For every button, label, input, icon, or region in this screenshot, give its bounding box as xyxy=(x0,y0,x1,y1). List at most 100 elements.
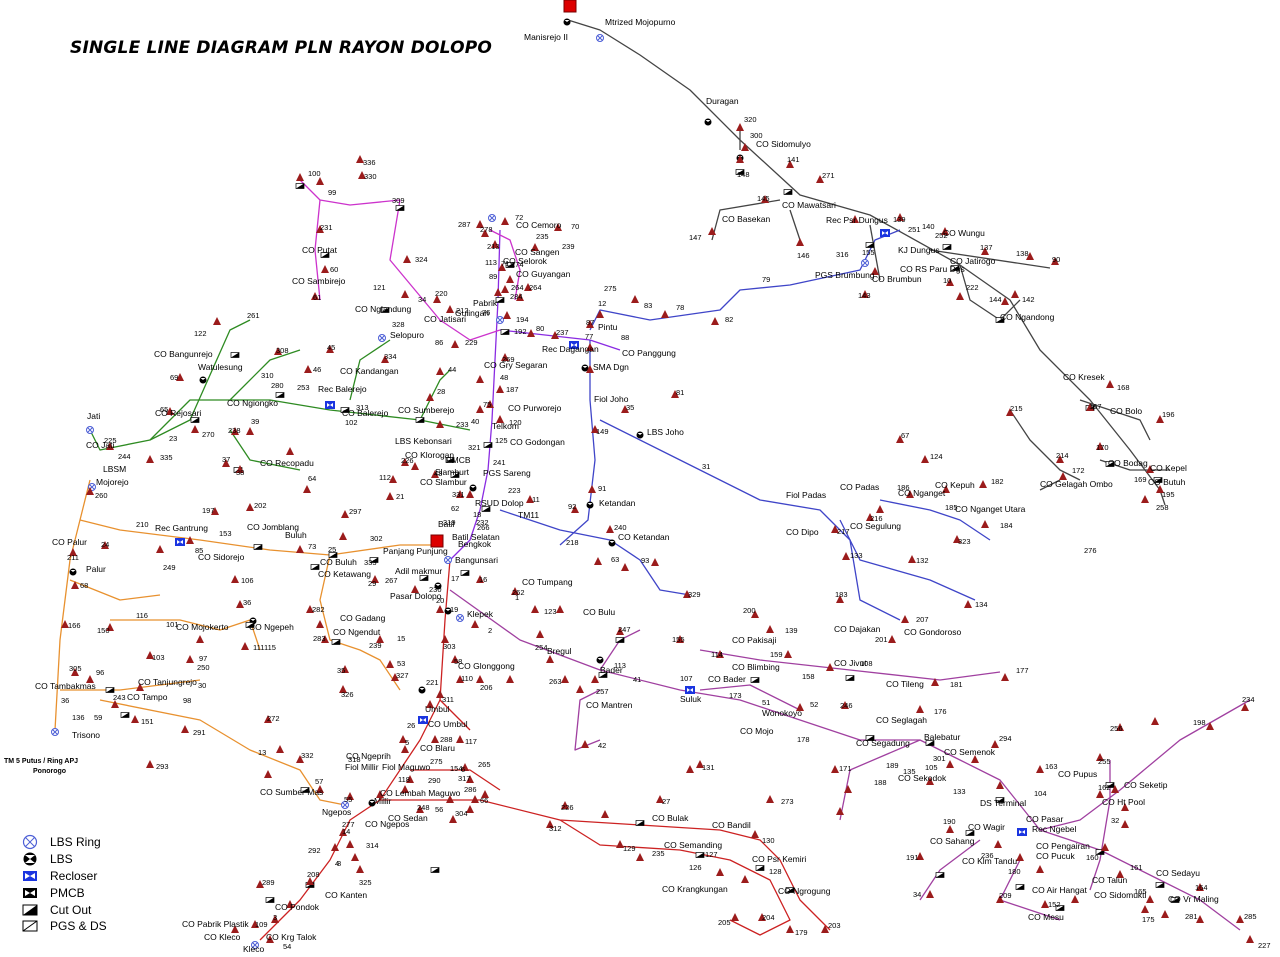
lbs-ring-icon[interactable] xyxy=(488,214,496,222)
lbs-icon[interactable] xyxy=(199,376,207,384)
cut-out-icon[interactable] xyxy=(750,677,760,683)
cut-out-icon[interactable] xyxy=(419,575,429,581)
cut-out-icon[interactable] xyxy=(481,506,491,512)
cut-out-icon[interactable] xyxy=(369,557,379,563)
cut-out-icon[interactable] xyxy=(1105,782,1115,788)
cut-out-icon[interactable] xyxy=(500,329,510,335)
cut-out-icon[interactable] xyxy=(635,820,645,826)
recloser-icon[interactable] xyxy=(685,686,695,694)
recloser-icon[interactable] xyxy=(569,341,579,349)
cut-out-icon[interactable] xyxy=(331,639,341,645)
cut-out-icon[interactable] xyxy=(1170,897,1180,903)
lbs-ring-icon[interactable] xyxy=(861,259,869,267)
lbs-icon[interactable] xyxy=(469,484,477,492)
cut-out-icon[interactable] xyxy=(615,637,625,643)
cut-out-icon[interactable] xyxy=(265,897,275,903)
lbs-ring-icon[interactable] xyxy=(496,316,504,324)
cut-out-icon[interactable] xyxy=(295,183,305,189)
node-label: Trisono xyxy=(72,730,100,740)
cut-out-icon[interactable] xyxy=(505,262,515,268)
cut-out-icon[interactable] xyxy=(1153,477,1163,483)
node-label: CO Kandangan xyxy=(340,366,399,376)
cut-out-icon[interactable] xyxy=(105,687,115,693)
cut-out-icon[interactable] xyxy=(925,740,935,746)
cut-out-icon[interactable] xyxy=(300,787,310,793)
cut-out-icon[interactable] xyxy=(430,867,440,873)
lbs-ring-icon[interactable] xyxy=(251,941,259,949)
node-label: CO Nganget xyxy=(898,488,946,498)
cut-out-icon[interactable] xyxy=(942,244,952,250)
lbs-ring-icon[interactable] xyxy=(86,426,94,434)
transformer-marker xyxy=(331,843,339,851)
cut-out-icon[interactable] xyxy=(783,189,793,195)
cut-out-icon[interactable] xyxy=(445,457,455,463)
cut-out-icon[interactable] xyxy=(695,852,705,858)
cut-out-icon[interactable] xyxy=(275,392,285,398)
cut-out-icon[interactable] xyxy=(495,297,505,303)
cut-out-icon[interactable] xyxy=(935,872,945,878)
cut-out-icon[interactable] xyxy=(450,472,460,478)
node-label: CO Palur xyxy=(52,537,87,547)
recloser-icon[interactable] xyxy=(418,716,428,724)
cut-out-icon[interactable] xyxy=(230,352,240,358)
transformer-marker xyxy=(211,507,219,515)
node-number: 223 xyxy=(508,486,521,495)
node-number: 139 xyxy=(893,215,906,224)
node-label: CO Sahang xyxy=(930,836,975,846)
lbs-ring-icon[interactable] xyxy=(456,614,464,622)
cut-out-icon[interactable] xyxy=(190,417,200,423)
cut-out-icon[interactable] xyxy=(120,712,130,718)
cut-out-icon[interactable] xyxy=(245,622,255,628)
cut-out-icon[interactable] xyxy=(995,797,1005,803)
cut-out-icon[interactable] xyxy=(785,887,795,893)
recloser-icon[interactable] xyxy=(175,538,185,546)
cut-out-icon[interactable] xyxy=(253,544,263,550)
lbs-icon[interactable] xyxy=(586,501,594,509)
cut-out-icon[interactable] xyxy=(950,265,960,271)
cut-out-icon[interactable] xyxy=(598,672,608,678)
cut-out-icon[interactable] xyxy=(755,865,765,871)
cut-out-icon[interactable] xyxy=(395,205,405,211)
cut-out-icon[interactable] xyxy=(310,564,320,570)
recloser-icon[interactable] xyxy=(880,229,890,237)
lbs-ring-icon[interactable] xyxy=(444,556,452,564)
lbs-ring-icon[interactable] xyxy=(596,34,604,42)
lbs-icon[interactable] xyxy=(596,656,604,664)
lbs-icon[interactable] xyxy=(563,18,571,26)
cut-out-icon[interactable] xyxy=(1055,905,1065,911)
lbs-icon[interactable] xyxy=(444,607,452,615)
node-label: CO Sumberejo xyxy=(398,405,454,415)
cut-out-icon[interactable] xyxy=(865,242,875,248)
lbs-ring-icon[interactable] xyxy=(341,801,349,809)
cut-out-icon[interactable] xyxy=(845,675,855,681)
lbs-icon[interactable] xyxy=(368,799,376,807)
transformer-marker xyxy=(696,760,704,768)
lbs-ring-icon[interactable] xyxy=(378,334,386,342)
cut-out-icon[interactable] xyxy=(1015,884,1025,890)
recloser-icon[interactable] xyxy=(325,401,335,409)
cut-out-icon[interactable] xyxy=(328,552,338,558)
cut-out-icon[interactable] xyxy=(415,417,425,423)
lbs-icon[interactable] xyxy=(608,539,616,547)
cut-out-icon[interactable] xyxy=(320,252,330,258)
cut-out-icon[interactable] xyxy=(865,735,875,741)
recloser-icon[interactable] xyxy=(1017,828,1027,836)
lbs-icon[interactable] xyxy=(704,118,712,126)
lbs-icon[interactable] xyxy=(69,568,77,576)
lbs-icon[interactable] xyxy=(636,431,644,439)
cut-out-icon[interactable] xyxy=(735,169,745,175)
lbs-icon[interactable] xyxy=(418,686,426,694)
cut-out-icon[interactable] xyxy=(1105,461,1115,467)
cut-out-icon[interactable] xyxy=(995,317,1005,323)
cut-out-icon[interactable] xyxy=(1155,882,1165,888)
cut-out-icon[interactable] xyxy=(483,442,493,448)
lbs-ring-icon[interactable] xyxy=(51,728,59,736)
transformer-marker xyxy=(433,295,441,303)
cut-out-icon[interactable] xyxy=(460,570,470,576)
lbs-icon[interactable] xyxy=(434,582,442,590)
cut-out-icon[interactable] xyxy=(380,307,390,313)
cut-out-icon[interactable] xyxy=(340,407,350,413)
cut-out-icon[interactable] xyxy=(965,830,975,836)
lbs-icon[interactable] xyxy=(581,364,589,372)
transformer-marker xyxy=(621,563,629,571)
